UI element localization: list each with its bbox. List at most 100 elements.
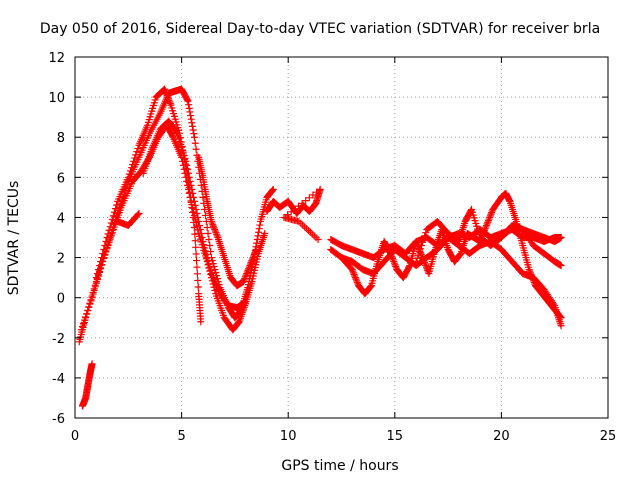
data-point — [161, 87, 169, 95]
data-point — [389, 256, 397, 264]
data-point — [212, 269, 220, 277]
data-point — [557, 262, 565, 270]
data-point — [456, 251, 464, 259]
data-point — [102, 238, 110, 246]
data-point — [413, 239, 421, 247]
data-point — [201, 244, 209, 252]
data-point — [269, 185, 277, 193]
data-point — [81, 316, 89, 324]
data-point — [185, 104, 193, 112]
data-point — [183, 161, 191, 169]
data-point — [82, 313, 90, 321]
data-point — [172, 128, 180, 136]
data-point — [245, 263, 253, 271]
data-point — [486, 212, 494, 220]
data-point — [183, 96, 191, 104]
data-point — [190, 197, 198, 205]
data-point — [89, 290, 97, 298]
data-point — [192, 243, 200, 251]
data-point — [421, 232, 429, 240]
data-point — [298, 199, 306, 207]
data-point — [185, 173, 193, 181]
series-trace-g — [78, 360, 96, 410]
data-point — [87, 297, 95, 305]
data-point — [124, 173, 132, 181]
data-point — [207, 217, 215, 225]
chart-title: Day 050 of 2016, Sidereal Day-to-day VTE… — [40, 21, 600, 37]
data-point — [419, 238, 427, 246]
data-point — [485, 215, 493, 223]
data-point — [188, 119, 196, 127]
data-point — [196, 225, 204, 233]
data-point — [206, 263, 214, 271]
data-point — [191, 201, 199, 209]
data-point — [240, 299, 248, 307]
data-point — [417, 242, 425, 250]
data-point — [161, 85, 169, 93]
data-point — [305, 194, 313, 202]
data-point — [194, 213, 202, 221]
data-point — [126, 167, 134, 175]
data-point — [191, 139, 199, 147]
data-point — [482, 223, 490, 231]
data-point — [351, 272, 359, 280]
data-point — [199, 193, 207, 201]
series-trace-d — [139, 117, 250, 312]
data-point — [420, 235, 428, 243]
data-point — [199, 238, 207, 246]
data-point — [251, 249, 259, 257]
data-point — [349, 269, 357, 277]
data-point — [92, 274, 100, 282]
x-tick-label: 10 — [280, 429, 297, 444]
data-point — [192, 205, 200, 213]
x-tick-label: 5 — [177, 429, 185, 444]
data-point — [197, 229, 205, 237]
data-point — [105, 238, 113, 246]
data-point — [194, 283, 202, 291]
data-point — [125, 170, 133, 178]
y-tick-label: -6 — [52, 412, 65, 427]
data-point — [353, 278, 361, 286]
data-point — [127, 164, 135, 172]
data-point — [165, 96, 173, 104]
data-point — [294, 202, 302, 210]
y-tick-label: 4 — [57, 211, 65, 226]
data-point — [467, 207, 475, 215]
x-tick-label: 15 — [387, 429, 404, 444]
data-point — [210, 224, 218, 232]
data-point — [557, 322, 565, 330]
data-point — [525, 266, 533, 274]
data-point — [163, 92, 171, 100]
data-point — [391, 261, 399, 269]
data-point — [314, 236, 322, 244]
data-point — [104, 230, 112, 238]
data-point — [132, 151, 140, 159]
data-point — [247, 258, 255, 266]
data-point — [211, 225, 219, 233]
data-point — [187, 115, 195, 123]
y-tick-label: 10 — [48, 91, 65, 106]
data-point — [241, 298, 249, 306]
data-point — [88, 294, 96, 302]
data-point — [348, 266, 356, 274]
data-point — [367, 282, 375, 290]
data-point — [129, 160, 137, 168]
data-point — [352, 275, 360, 283]
data-point — [106, 235, 114, 243]
data-point — [94, 266, 102, 274]
data-point — [190, 218, 198, 226]
data-point — [210, 263, 218, 271]
data-point — [164, 93, 172, 101]
data-point — [205, 260, 213, 268]
data-point — [481, 226, 489, 234]
data-point — [269, 186, 277, 194]
data-point — [110, 208, 118, 216]
data-point — [91, 283, 99, 291]
x-tick-label: 25 — [600, 429, 617, 444]
data-point — [212, 229, 220, 237]
data-point — [86, 300, 94, 308]
data-point — [413, 241, 421, 249]
data-point — [106, 223, 114, 231]
data-point — [99, 250, 107, 258]
